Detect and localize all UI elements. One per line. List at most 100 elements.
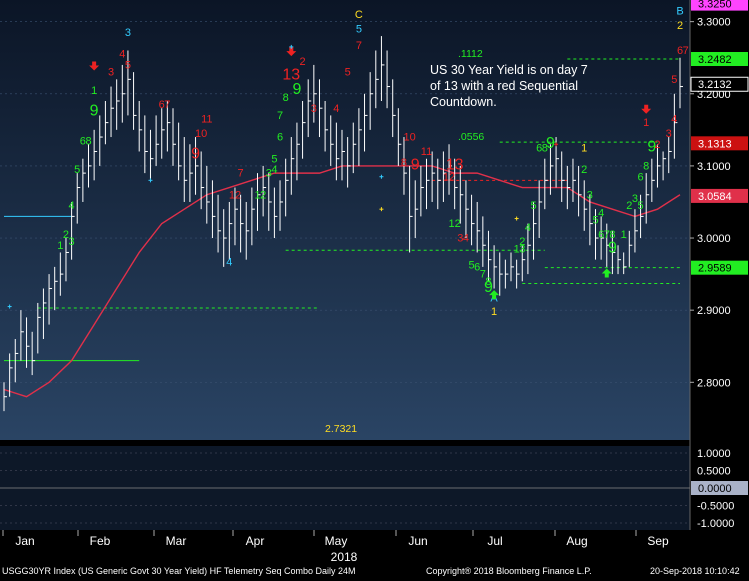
setup-count-label: 13 — [282, 66, 300, 83]
price-tag-label: 2.9589 — [698, 263, 732, 275]
ohlc-bar — [583, 180, 588, 231]
setup-count-label: 9 — [546, 135, 555, 152]
ohlc-bar — [589, 194, 593, 246]
annotation-text: US 30 Year Yield is on day 7 of 13 with … — [430, 62, 630, 110]
ohlc-bar — [172, 108, 176, 166]
ohlc-bar — [420, 165, 424, 217]
price-tag — [691, 136, 748, 151]
ohlc-bar — [442, 151, 447, 202]
ohlc-bar — [200, 151, 205, 210]
setup-count-label: 4 — [525, 222, 531, 234]
setup-count-label: 12 — [229, 189, 241, 201]
setup-count-label: 8 — [609, 229, 615, 241]
ohlc-bar — [431, 151, 436, 202]
setup-count-label: 3 — [266, 168, 272, 180]
footer-copyright: Copyright® 2018 Bloomberg Finance L.P. — [426, 566, 592, 576]
setup-count-label: 5 — [469, 259, 475, 271]
ohlc-bar — [302, 100, 306, 159]
ohlc-bar — [318, 79, 323, 138]
ohlc-bar — [93, 129, 98, 181]
setup-count-label: 5 — [356, 23, 362, 35]
month-label: Apr — [246, 534, 265, 548]
setup-count-label: 3 — [108, 67, 114, 79]
level-value-label: 2.7321 — [325, 423, 357, 435]
price-tag-label: 3.0584 — [698, 191, 732, 203]
level-value-label: 3.3250 — [280, 0, 312, 1]
ohlc-bar — [189, 144, 193, 202]
setup-count-label: 1 — [254, 189, 260, 201]
ohlc-bar — [59, 252, 64, 296]
ohlc-bar — [99, 115, 103, 166]
sub-panel: 1.0000 0.5000 -0.5000 -1.0000 0.0000 — [0, 448, 748, 530]
ohlc-bar — [471, 194, 475, 246]
setup-count-label: 6 — [677, 45, 683, 57]
ohlc-bar — [279, 180, 284, 231]
sub-tick-label: 0.5000 — [697, 466, 731, 478]
setup-count-label: 4 — [671, 114, 677, 126]
ohlc-bar — [510, 252, 514, 282]
setup-count-label: 3 — [632, 193, 638, 205]
footer-timestamp: 20-Sep-2018 10:10:42 — [650, 566, 740, 576]
ohlc-bar — [403, 137, 407, 195]
price-tag — [691, 260, 748, 275]
ohlc-bar — [54, 266, 58, 311]
sub-tick-label: -0.5000 — [697, 501, 734, 513]
ohlc-bar — [651, 158, 655, 202]
setup-count-label: 3 — [457, 233, 463, 245]
ohlc-bar — [206, 165, 210, 224]
ohlc-bar — [611, 230, 616, 275]
ohlc-bar — [527, 223, 531, 275]
ohlc-bar — [386, 50, 391, 109]
ohlc-bar — [161, 108, 165, 159]
ohlc-bar — [380, 36, 385, 101]
setup-count-label: 6 — [638, 171, 644, 183]
setup-count-label: 5 — [638, 200, 644, 212]
ohlc-bar — [31, 331, 36, 376]
ohlc-bar — [364, 93, 368, 152]
setup-count-label: 9 — [647, 138, 656, 155]
ohlc-bar — [3, 382, 7, 412]
ohlc-bar — [26, 317, 30, 368]
ohlc-bar — [392, 79, 396, 138]
ohlc-bar — [223, 209, 227, 267]
y-tick-label: 3.1000 — [697, 161, 731, 173]
setup-count-label: 4 — [463, 233, 469, 245]
ohlc-bar — [600, 216, 605, 260]
ohlc-bar — [549, 144, 554, 195]
ohlc-bar — [566, 165, 571, 210]
ohlc-bar — [217, 194, 222, 253]
ohlc-bars — [3, 36, 683, 412]
setup-count-label: 2 — [519, 236, 525, 248]
price-tag — [690, 76, 749, 92]
ohlc-bar — [628, 230, 633, 267]
setup-count-label: 9 — [608, 239, 617, 256]
ohlc-bar — [645, 173, 650, 224]
ohlc-bar — [668, 137, 672, 174]
setup-count-label: 4 — [271, 164, 277, 176]
month-label: Sep — [647, 534, 669, 548]
ohlc-bar — [533, 201, 537, 260]
sell-arrow-icon — [641, 104, 652, 114]
ohlc-bar — [487, 230, 492, 282]
y-tick-label: 2.9000 — [697, 305, 731, 317]
ohlc-bar — [448, 144, 453, 195]
level-value-label: .1112 — [458, 48, 483, 60]
setup-count-label: 2 — [626, 200, 632, 212]
ohlc-bar — [454, 158, 458, 210]
sub-tick-label: 1.0000 — [697, 448, 731, 460]
ohlc-bar — [673, 93, 678, 159]
ohlc-bar — [144, 115, 148, 174]
ohlc-bar — [116, 79, 120, 130]
ohlc-bar — [606, 223, 610, 267]
footer-index-label: USGG30YR Index (US Generic Govt 30 Year … — [2, 566, 356, 576]
setup-count-label: 3 — [587, 189, 593, 201]
ohlc-bar — [273, 187, 278, 239]
setup-count-label: 2 — [63, 229, 69, 241]
ohlc-bar — [623, 252, 627, 275]
annotation-line-1: US 30 Year Yield is on day 7 — [430, 63, 588, 77]
setup-count-label: 7 — [164, 99, 170, 111]
cross-marker-icon — [148, 178, 153, 183]
price-tag — [691, 0, 748, 11]
ohlc-bar — [324, 100, 329, 152]
